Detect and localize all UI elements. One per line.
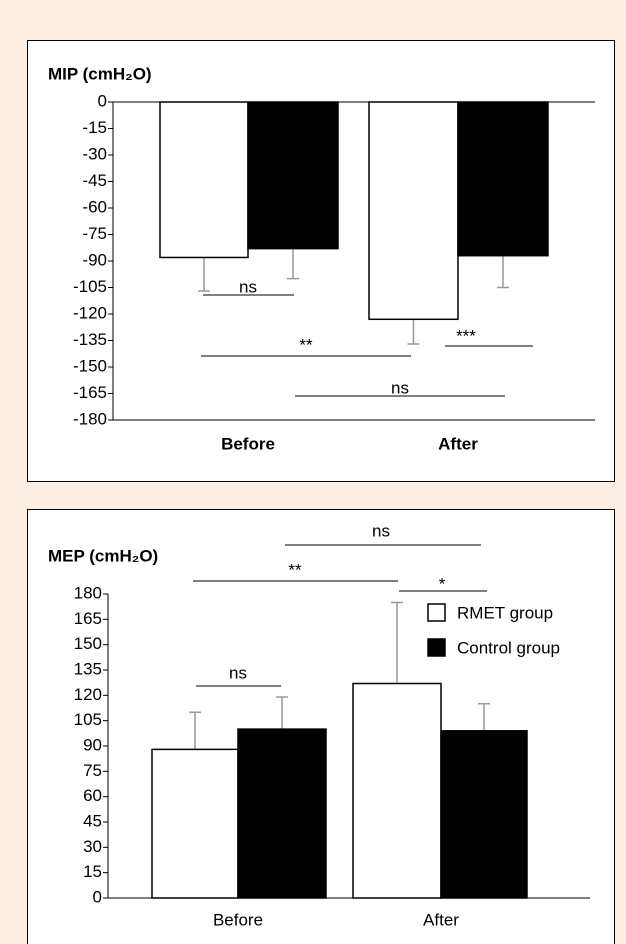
significance-label: * [439, 574, 446, 593]
chart-title: MEP (cmH₂O) [48, 546, 158, 565]
significance-label: ** [288, 560, 302, 579]
y-tick-label: 0 [93, 887, 102, 906]
error-bar [276, 696, 288, 730]
legend-swatch [427, 603, 446, 622]
error-bar [478, 703, 490, 731]
y-tick-label: -180 [73, 409, 107, 428]
y-tick-label: 75 [83, 761, 102, 780]
significance-label: *** [456, 326, 476, 345]
y-tick-label: -135 [73, 330, 107, 349]
y-tick-label: 165 [74, 609, 102, 628]
legend-label: Control group [457, 638, 560, 657]
bar [368, 101, 459, 321]
significance-label: ns [229, 663, 247, 682]
x-tick-label: Before [221, 434, 275, 453]
bar [247, 101, 339, 250]
bar [352, 682, 442, 899]
significance-label: ** [299, 335, 313, 354]
significance-label: ns [391, 378, 409, 397]
y-tick-label: -60 [82, 197, 107, 216]
y-tick-label: 90 [83, 735, 102, 754]
x-tick-label: After [438, 434, 478, 453]
error-bar [287, 248, 299, 280]
y-tick-label: 135 [74, 659, 102, 678]
y-tick-label: 105 [74, 710, 102, 729]
y-tick-label: 30 [83, 837, 102, 856]
error-bar [407, 319, 420, 345]
significance-label: ns [372, 521, 390, 540]
y-tick-label: 45 [83, 811, 102, 830]
bar [159, 101, 249, 259]
bar [440, 730, 528, 899]
y-tick-label: 120 [74, 685, 102, 704]
x-tick-label: Before [213, 910, 263, 929]
x-tick-label: After [423, 910, 459, 929]
error-bar [189, 711, 201, 750]
y-tick-label: -30 [82, 144, 107, 163]
y-tick-label: 60 [83, 786, 102, 805]
y-tick-label: -15 [82, 118, 107, 137]
y-tick-label: 180 [74, 583, 102, 602]
y-tick-label: -150 [73, 356, 107, 375]
y-tick-label: -45 [82, 171, 107, 190]
significance-label: ns [239, 277, 257, 296]
y-tick-label: -90 [82, 250, 107, 269]
error-bar [198, 257, 210, 292]
bar [457, 101, 549, 257]
y-tick-label: 0 [98, 91, 107, 110]
y-tick-label: 150 [74, 634, 102, 653]
legend-swatch [427, 638, 446, 657]
bar [237, 728, 327, 899]
y-tick-label: -165 [73, 383, 107, 402]
chart-title: MIP (cmH₂O) [48, 64, 152, 83]
y-tick-label: -75 [82, 224, 107, 243]
bar [151, 748, 239, 899]
error-bar [391, 601, 403, 684]
error-bar [497, 255, 509, 289]
y-tick-label: 15 [83, 862, 102, 881]
y-tick-label: -120 [73, 303, 107, 322]
y-tick-label: -105 [73, 277, 107, 296]
legend-label: RMET group [457, 603, 553, 622]
